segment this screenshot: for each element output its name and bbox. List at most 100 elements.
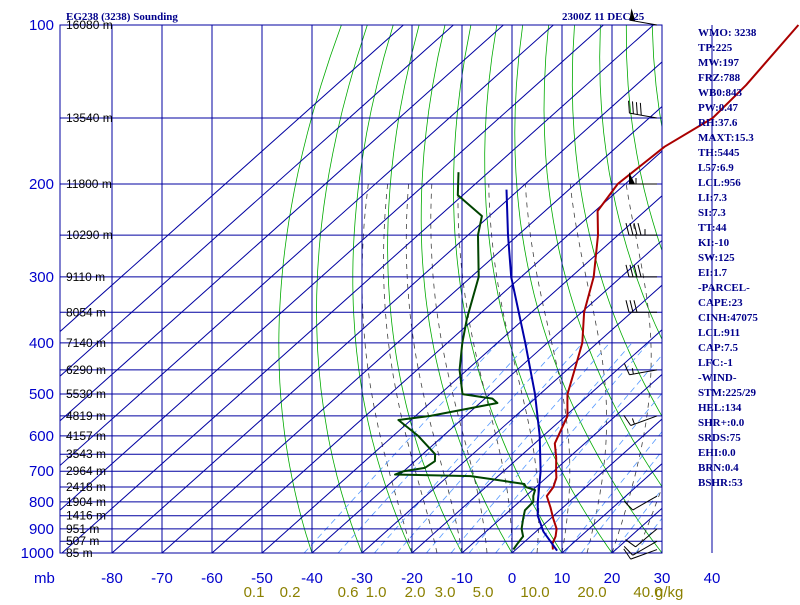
wind-barb-feather: [623, 363, 630, 375]
mixing-ratio-label: 0.1: [244, 584, 265, 600]
wind-barb-feather: [629, 264, 634, 278]
index-line: TH:5445: [698, 147, 740, 159]
pressure-tick-label: 1000: [21, 545, 54, 562]
wind-barb-feather: [633, 300, 638, 313]
wind-barb-shaft: [630, 415, 658, 426]
temp-tick-label: -60: [201, 570, 223, 587]
index-line: L57:6.9: [698, 162, 734, 174]
sounding-time: 2300Z 11 DEC 25: [562, 11, 645, 23]
moist-adiabat: [457, 183, 513, 553]
moist-adiabat: [569, 183, 607, 553]
index-line: LI:7.3: [698, 192, 728, 204]
pressure-tick-label: 200: [29, 176, 54, 193]
isotherm: [61, 25, 654, 553]
mixing-ratio-label: 10.0: [520, 584, 549, 600]
index-line: TT:44: [698, 222, 727, 234]
wind-barb-shaft: [629, 19, 658, 26]
wind-barb-feather: [637, 222, 642, 236]
isotherm: [561, 463, 662, 553]
wind-barb-feather: [625, 264, 630, 278]
temp-tick-label: -50: [251, 570, 273, 587]
pressure-tick-label: 500: [29, 386, 54, 403]
wind-barb-shaft: [630, 549, 658, 560]
height-label: 951 m: [66, 522, 99, 536]
wind-barb-feather: [623, 414, 632, 426]
temp-tick-label: -80: [101, 570, 123, 587]
index-line: WB0:843: [698, 87, 743, 99]
mixing-ratio-label: 0.2: [280, 584, 301, 600]
temp-tick-label: 10: [554, 570, 571, 587]
isotherm: [60, 25, 604, 511]
wind-barb: [629, 171, 657, 185]
wind-barb: [623, 363, 658, 376]
wind-barb: [623, 414, 658, 426]
wind-barb: [623, 548, 658, 560]
index-line: LFC:-1: [698, 357, 733, 369]
isotherm: [411, 329, 662, 553]
index-line: WMO: 3238: [698, 27, 757, 39]
mixing-ratio-label: 20.0: [577, 584, 606, 600]
temp-tick-label: -10: [451, 570, 473, 587]
isotherm: [211, 150, 662, 553]
temp-tick-label: -20: [401, 570, 423, 587]
wind-barb: [625, 528, 658, 548]
height-label: 11800 m: [66, 177, 112, 191]
wind-barb-feather: [623, 500, 634, 511]
height-label: 1416 m: [66, 509, 106, 523]
chart-title: EG238 (3238) Sounding: [66, 11, 178, 23]
isotherm: [311, 239, 662, 553]
height-label: 16080 m: [66, 18, 113, 32]
wind-barb: [623, 495, 658, 511]
height-label: 2418 m: [66, 480, 106, 494]
height-label: 1904 m: [66, 495, 106, 509]
index-line: BSHR:53: [698, 477, 743, 489]
temp-tick-label: -70: [151, 570, 173, 587]
temp-tick-label: 40: [704, 570, 721, 587]
wind-barb-shaft: [629, 112, 658, 119]
index-line: SI:7.3: [698, 207, 726, 219]
height-label: 13540 m: [66, 111, 113, 125]
wind-barb-feather: [639, 102, 642, 116]
wind-barb-flag: [629, 8, 636, 22]
index-line: KI:-10: [698, 237, 730, 249]
height-label: 8054 m: [66, 305, 106, 319]
mixing-ratio-label: 0.6: [338, 584, 359, 600]
index-line: SRDS:75: [698, 432, 741, 444]
wind-barb-feather: [625, 222, 630, 236]
isotherm: [60, 25, 404, 333]
moist-adiabat: [430, 183, 488, 553]
wind-barb-feather: [633, 264, 638, 278]
index-line: HEL:134: [698, 402, 742, 414]
index-line: TP:225: [698, 42, 733, 54]
temp-tick-label: -40: [301, 570, 323, 587]
mixing-ratio-label: 1.0: [366, 584, 387, 600]
wind-barb: [628, 100, 658, 119]
height-label: 3543 m: [66, 447, 106, 461]
wind-barb-feather: [625, 539, 636, 548]
index-line: EI:1.7: [698, 267, 728, 279]
wind-barb-feather: [628, 100, 630, 114]
index-line: MW:197: [698, 57, 739, 69]
wind-barb: [623, 540, 658, 556]
isotherm: [60, 25, 454, 377]
isotherm: [461, 373, 662, 553]
moist-adiabat: [525, 183, 571, 553]
index-line: LCL:956: [698, 177, 741, 189]
index-line: LCL:911: [698, 327, 740, 339]
index-line: CINH:47075: [698, 312, 758, 324]
wind-barb-feather: [625, 300, 630, 313]
wind-barb: [629, 8, 658, 26]
wind-barb: [625, 222, 657, 236]
temp-tick-label: -30: [351, 570, 373, 587]
height-label: 10290 m: [66, 228, 113, 242]
wind-barb-feather: [623, 548, 632, 560]
wind-barb: [625, 300, 657, 313]
index-line: SHR+:0.0: [698, 417, 745, 429]
isotherm: [261, 195, 662, 553]
pressure-tick-label: 100: [29, 17, 54, 34]
mixing-ratio-label: 5.0: [473, 584, 494, 600]
index-line: CAP:7.5: [698, 342, 739, 354]
isotherm: [161, 105, 662, 553]
wind-barb-shaft: [635, 528, 658, 548]
